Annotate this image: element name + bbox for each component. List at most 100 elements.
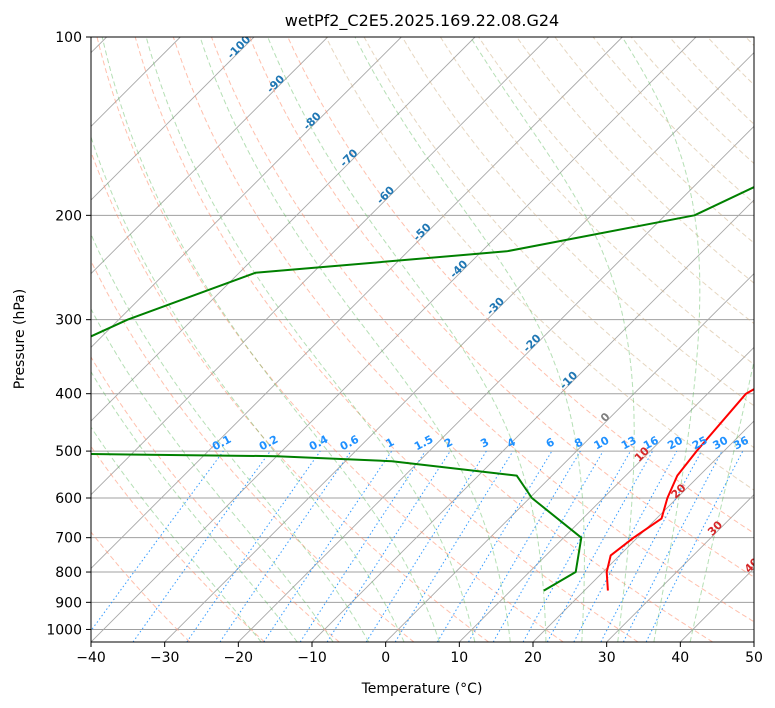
isotherm-line [459,346,754,642]
moist-adiabat-line [91,308,334,642]
y-tick-label: 200 [55,208,82,224]
moist-adiabat-line [267,37,547,642]
dry-adiabat-line [249,37,754,578]
isotherm-line [606,494,754,642]
mixing-ratio-line [394,450,514,642]
x-tick-label: −10 [297,650,327,666]
dry-adiabat-line [592,37,754,204]
mixing-ratio-label: 0.2 [257,433,280,454]
dry-adiabat-line [516,37,754,284]
mixing-ratio-line [573,450,678,642]
moist-adiabat-line [91,232,370,642]
mixing-ratio-line [219,450,352,642]
isotherm-line [91,37,328,275]
mixing-ratio-label: 1.5 [412,433,435,454]
isotherm-label: -10 [557,368,580,391]
dewpoint-line [91,185,754,592]
x-tick-label: 40 [671,650,689,666]
x-tick-label: −20 [224,650,254,666]
mixing-ratio-line [186,450,321,642]
y-tick-label: 100 [55,30,82,46]
y-tick-label: 700 [55,531,82,547]
dry-adiabat-line [630,37,754,165]
dry-adiabat-line [211,37,754,623]
mixing-ratio-line [546,450,654,642]
mixing-ratio-line [263,450,393,642]
dry-adiabat-line [478,37,754,325]
x-axis: −40 −30 −20 −10 0 10 20 30 40 50 [76,642,763,666]
mixing-ratio-line [622,450,723,642]
isotherm-label: -40 [447,257,470,280]
mixing-ratio-label: 10 [592,434,612,453]
isotherm-line [680,567,754,642]
mixing-ratio-line [326,450,451,642]
moist-adiabat-line [91,135,405,642]
isotherm-label: -90 [264,72,287,95]
y-axis-title: Pressure (hPa) [12,289,28,389]
isotherm-label: 30 [705,518,725,538]
dry-adiabat-line [96,37,564,642]
x-tick-label: 0 [381,650,390,666]
x-tick-label: −30 [150,650,180,666]
dry-adiabat-line [325,37,754,491]
isotherm-label: -70 [337,146,360,169]
dry-adiabat-line [91,150,489,642]
isotherm-line [385,273,754,642]
mixing-ratio-label: 6 [544,435,557,450]
mixing-ratio-line [91,450,224,632]
isotherm-line [311,199,754,642]
isotherm-label: -50 [411,220,434,243]
mixing-ratio-line [600,450,702,642]
plot-frame [90,36,755,643]
mixing-ratio-line [645,450,744,642]
mixing-ratio-label: 0.6 [338,433,362,454]
moist-adiabat-line [354,37,585,642]
moist-adiabat-line [689,358,754,642]
dry-adiabat-line [745,37,754,47]
y-tick-label: 900 [55,595,82,611]
dry-adiabat-line [172,37,713,642]
y-tick-label: 1000 [46,622,82,638]
dry-adiabat-line [439,37,754,366]
mixing-ratio-label: 20 [665,434,685,453]
isotherm-line [91,37,255,201]
mixing-ratio-label: 30 [711,434,731,453]
isotherm-line [753,641,754,642]
mixing-ratio-line [132,450,271,642]
y-tick-label: 500 [55,444,82,460]
moist-adiabat-line [91,426,262,642]
temperature-line [605,388,754,591]
isotherm-line [91,37,623,569]
isotherm-line [91,37,549,496]
mixing-ratio-line [522,450,631,642]
x-axis-title: Temperature (°C) [361,681,483,697]
y-tick-label: 600 [55,491,82,507]
mixing-ratio-label: 25 [690,434,710,453]
dry-adiabat-line [134,37,639,642]
isotherm-line [532,420,754,642]
mixing-ratio-label: 36 [731,434,751,453]
x-tick-label: 20 [524,650,542,666]
mixing-ratio-line [299,450,426,642]
dry-adiabat-line [707,37,754,86]
isotherm-line [91,37,697,642]
isotherm-label: -60 [374,183,397,206]
mixing-ratio-label: 1 [384,435,397,450]
moist-adiabat-line [621,37,701,642]
y-tick-label: 300 [55,313,82,329]
moist-adiabat-line [470,37,635,642]
isotherm-line [238,125,754,642]
isotherm-label: -30 [484,294,507,317]
mixing-ratio-label: 16 [641,434,661,453]
x-tick-label: 10 [450,650,468,666]
isotherm-label: -20 [520,331,543,354]
dry-adiabat-line [91,356,340,642]
mixing-ratio-label: 3 [478,435,491,450]
mixing-ratio-label: 0.4 [307,433,331,454]
x-tick-label: 50 [745,650,763,666]
isotherm-line [91,37,476,422]
moist-adiabat-line [199,37,511,642]
isotherm-line [91,37,402,348]
dry-adiabat-line [91,259,415,642]
